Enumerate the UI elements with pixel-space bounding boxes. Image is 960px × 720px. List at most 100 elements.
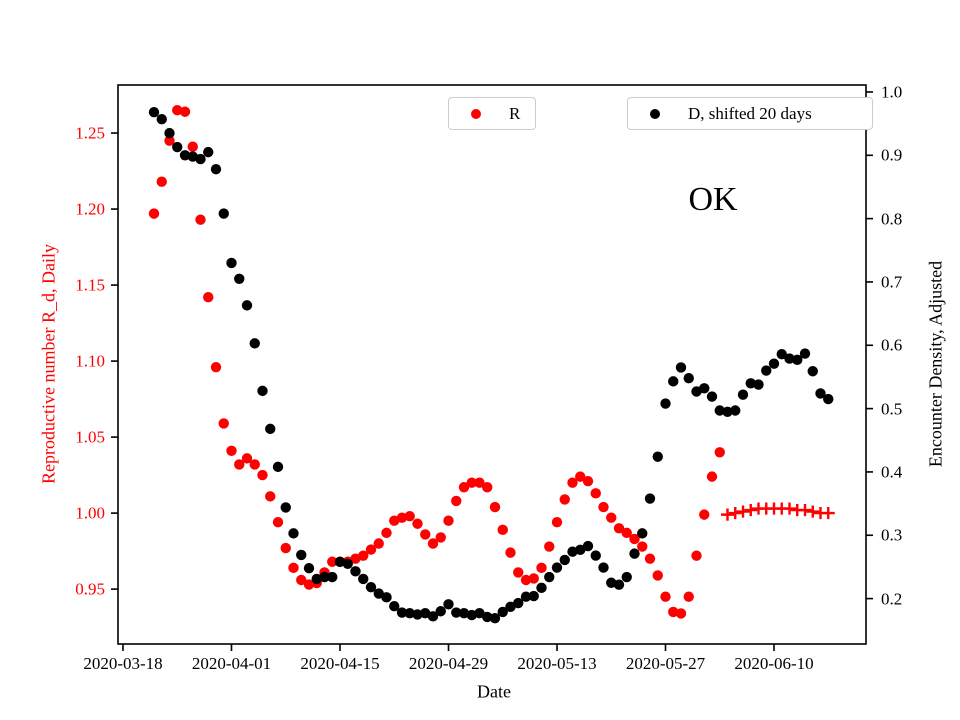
errorbar-plus-marker bbox=[806, 505, 820, 518]
data-point bbox=[296, 574, 307, 586]
data-point bbox=[815, 388, 826, 399]
data-point bbox=[582, 540, 594, 552]
data-point bbox=[505, 547, 516, 558]
yrtick-label: 0.5 bbox=[881, 399, 903, 419]
xtick-label: 2020-04-15 bbox=[300, 654, 380, 673]
data-point bbox=[443, 515, 454, 526]
data-point bbox=[241, 453, 253, 464]
data-point bbox=[420, 529, 431, 540]
data-point bbox=[381, 592, 392, 603]
legend-label-R: R bbox=[509, 103, 521, 123]
data-point bbox=[350, 566, 361, 577]
data-point bbox=[660, 591, 671, 602]
x-axis-ticks bbox=[122, 644, 775, 651]
data-point bbox=[435, 606, 446, 617]
yltick-label: 1.05 bbox=[75, 427, 105, 447]
data-point bbox=[807, 366, 818, 377]
data-point bbox=[257, 385, 268, 397]
data-point bbox=[513, 597, 524, 609]
data-point bbox=[753, 379, 764, 390]
data-point bbox=[148, 107, 160, 118]
data-point bbox=[652, 570, 663, 581]
data-point bbox=[241, 300, 253, 311]
data-point bbox=[203, 292, 214, 303]
data-point bbox=[195, 153, 206, 165]
data-point bbox=[621, 527, 632, 539]
data-point bbox=[226, 257, 237, 269]
data-point bbox=[528, 573, 539, 584]
data-point bbox=[551, 562, 563, 573]
legend-box-R: R bbox=[448, 97, 536, 130]
data-point bbox=[706, 391, 718, 402]
data-point bbox=[303, 562, 315, 574]
data-point bbox=[714, 447, 725, 458]
data-point bbox=[458, 482, 470, 493]
errorbar-plus-marker bbox=[744, 503, 758, 517]
data-point bbox=[528, 590, 539, 602]
data-point bbox=[629, 548, 640, 559]
data-point bbox=[218, 418, 229, 429]
data-point bbox=[226, 445, 237, 456]
data-point bbox=[210, 361, 222, 373]
yltick-label: 0.95 bbox=[75, 579, 105, 599]
left-y-axis-ticks bbox=[111, 132, 118, 590]
data-point bbox=[451, 495, 462, 507]
data-point bbox=[497, 606, 508, 618]
xtick-label: 2020-04-01 bbox=[191, 654, 272, 673]
data-point bbox=[683, 591, 694, 602]
data-point bbox=[784, 353, 795, 364]
data-point bbox=[520, 591, 532, 602]
data-point bbox=[551, 517, 563, 528]
data-point bbox=[792, 354, 803, 366]
errorbar-plus-marker bbox=[821, 507, 835, 520]
data-point bbox=[179, 150, 191, 161]
data-point bbox=[722, 406, 733, 417]
yrtick-label: 0.6 bbox=[881, 335, 903, 355]
data-point bbox=[203, 146, 214, 158]
black-dot-marker-icon bbox=[650, 108, 660, 119]
data-point bbox=[559, 554, 570, 566]
data-point bbox=[427, 611, 439, 622]
data-point bbox=[272, 517, 284, 528]
data-point bbox=[613, 523, 625, 534]
data-point bbox=[172, 141, 183, 153]
data-point bbox=[745, 378, 756, 389]
data-point bbox=[319, 571, 330, 583]
data-point bbox=[280, 502, 291, 513]
state-code-annotation: OK bbox=[688, 181, 738, 218]
data-point bbox=[389, 600, 400, 612]
data-point bbox=[668, 606, 679, 618]
data-point bbox=[536, 582, 547, 594]
data-point bbox=[637, 528, 648, 539]
data-point bbox=[505, 601, 516, 613]
data-point bbox=[652, 451, 663, 462]
data-point bbox=[396, 512, 408, 523]
data-point bbox=[575, 471, 586, 482]
data-point bbox=[257, 469, 268, 481]
data-point bbox=[699, 509, 710, 520]
yltick-label: 1.00 bbox=[75, 503, 105, 523]
xtick-label: 2020-03-18 bbox=[83, 654, 163, 673]
data-point bbox=[621, 571, 632, 583]
data-point bbox=[404, 607, 415, 619]
data-point bbox=[737, 389, 749, 400]
data-point bbox=[691, 550, 702, 561]
data-point bbox=[590, 488, 601, 499]
data-point bbox=[683, 373, 694, 384]
data-point bbox=[520, 574, 532, 586]
data-point bbox=[381, 527, 392, 539]
data-point bbox=[288, 528, 299, 539]
legend-label-D: D, shifted 20 days bbox=[688, 103, 812, 123]
data-point bbox=[156, 176, 167, 187]
data-point bbox=[280, 542, 291, 554]
xtick-label: 2020-05-27 bbox=[625, 654, 706, 673]
data-point bbox=[327, 571, 338, 583]
data-point bbox=[172, 105, 183, 116]
data-point bbox=[598, 501, 609, 513]
data-point bbox=[288, 562, 299, 574]
data-point bbox=[443, 599, 454, 610]
data-point bbox=[179, 106, 191, 117]
data-point bbox=[234, 459, 245, 470]
axes-frame bbox=[117, 84, 867, 645]
